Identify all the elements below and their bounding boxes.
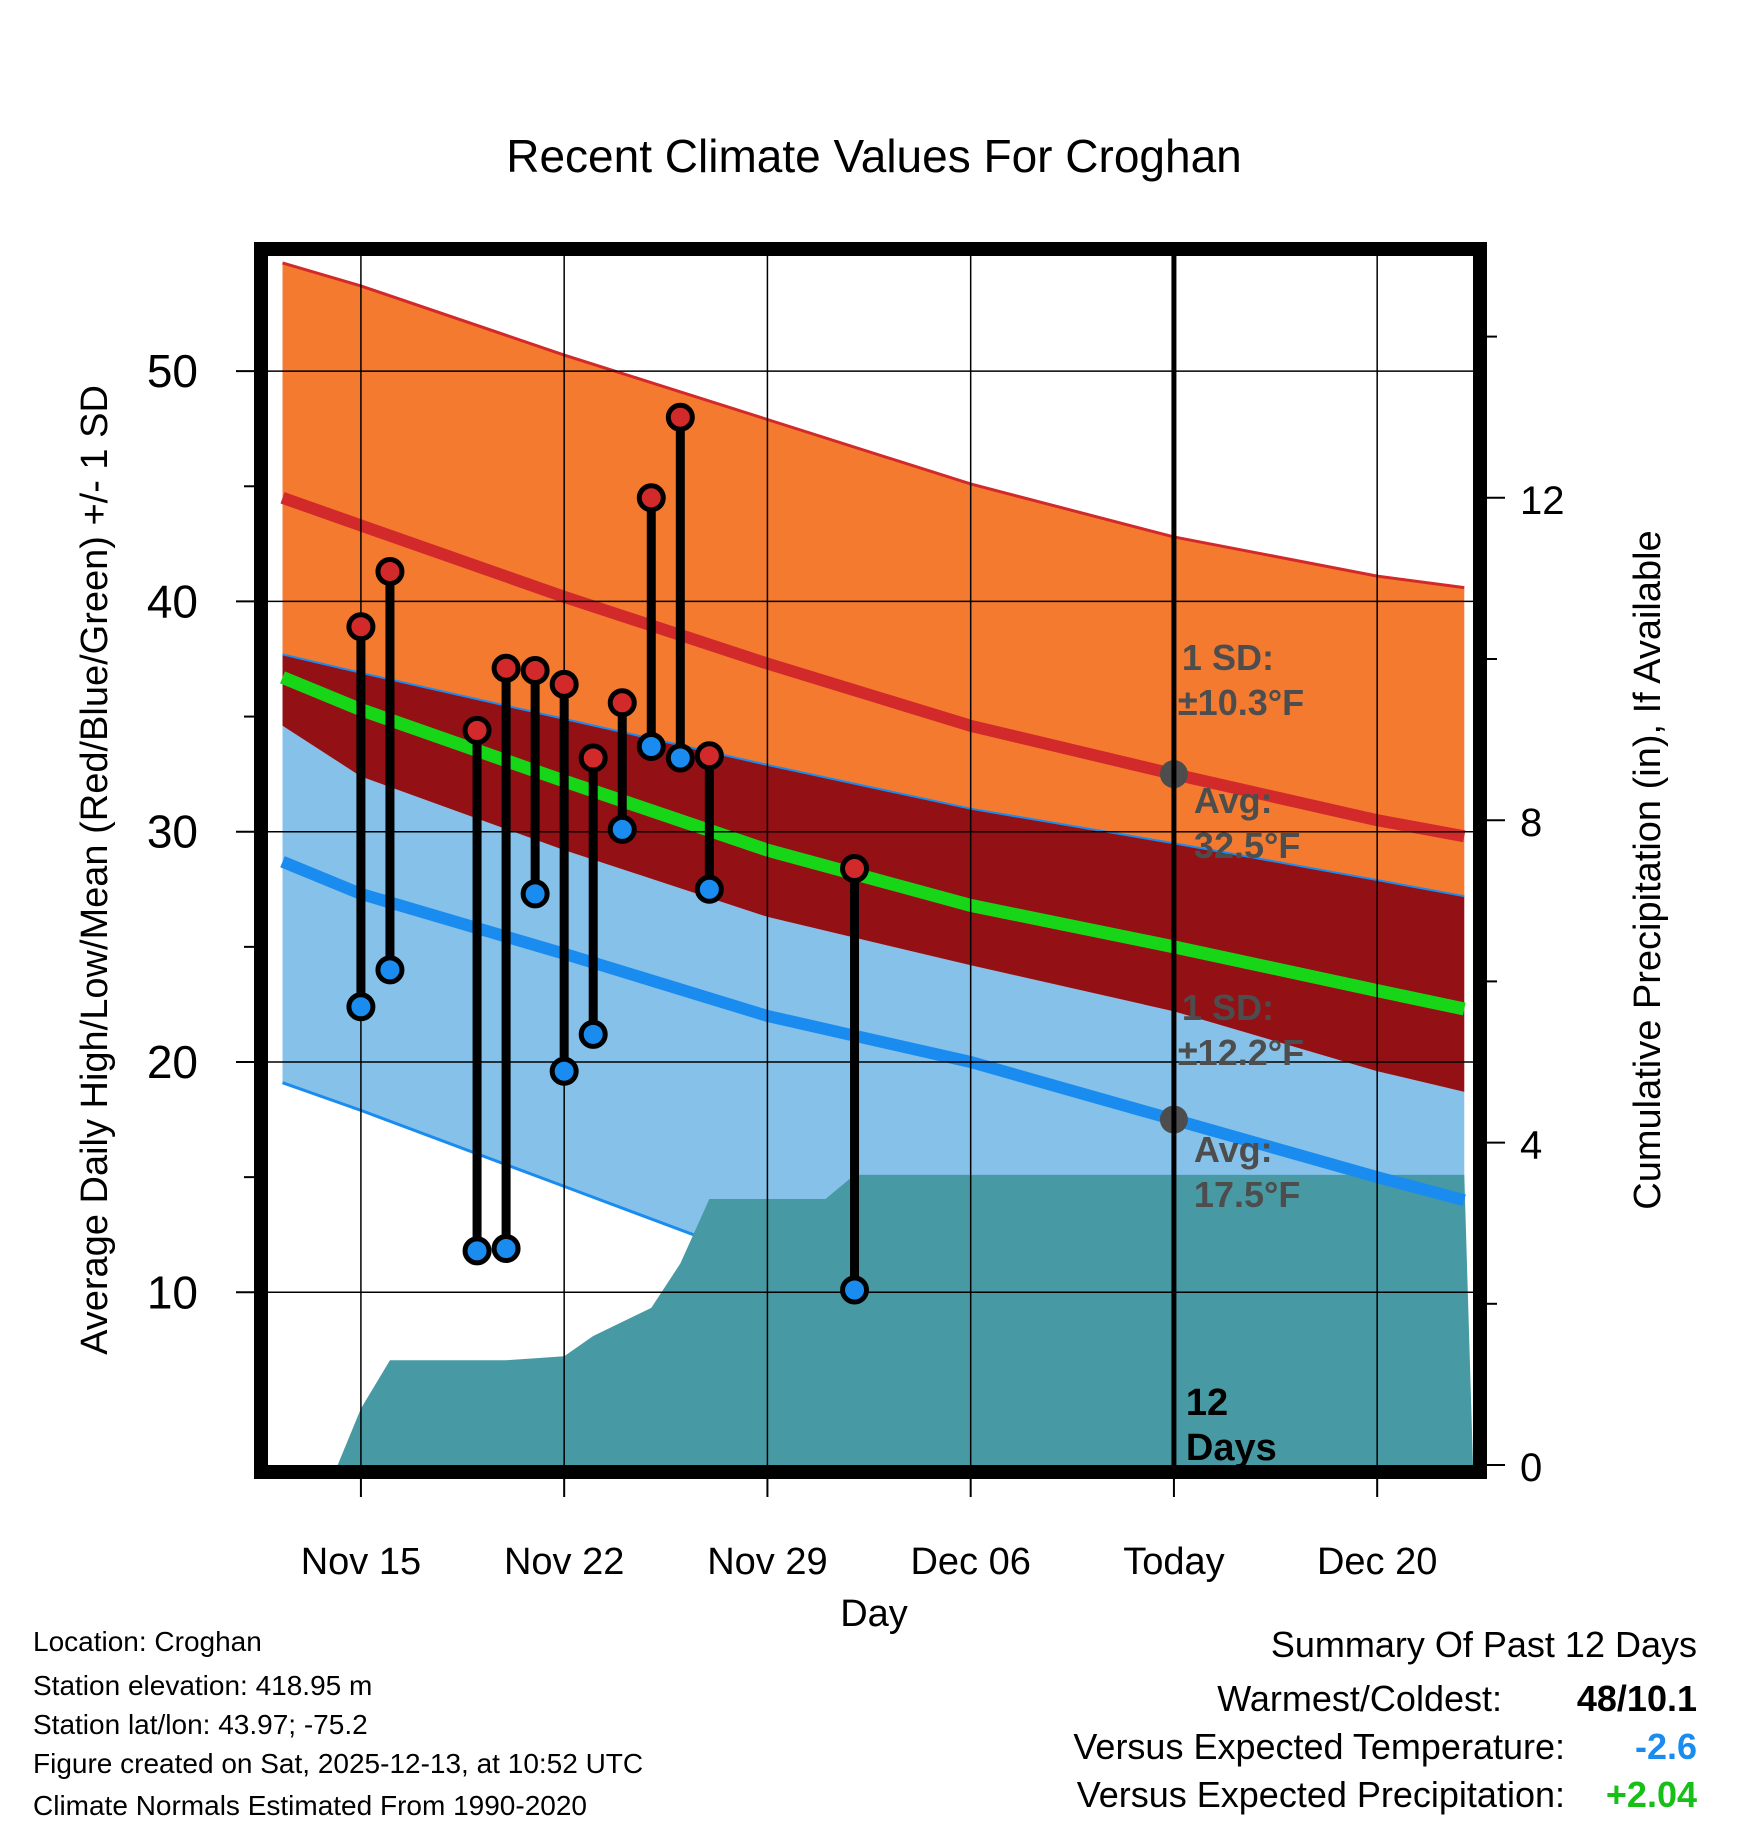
obs-high-point — [375, 556, 405, 586]
info-normals: Climate Normals Estimated From 1990-2020 — [33, 1790, 587, 1821]
obs-low-point — [636, 732, 666, 762]
normal-low-line — [280, 856, 1466, 1206]
obs-high-point — [578, 743, 608, 773]
obs-low-point — [375, 955, 405, 985]
obs-high-point — [840, 854, 870, 884]
obs-high-point — [549, 669, 579, 699]
y2-tick-label: 0 — [1520, 1446, 1542, 1490]
x-tick-label: Nov 29 — [707, 1541, 827, 1583]
summary-warmest-value: 48/10.1 — [1576, 1678, 1697, 1719]
y2-tick-label: 8 — [1520, 801, 1542, 845]
y-tick-label: 10 — [147, 1266, 198, 1318]
info-elevation: Station elevation: 418.95 m — [33, 1670, 373, 1701]
high-avg-value: 32.5°F — [1194, 825, 1300, 866]
obs-low-point — [840, 1275, 870, 1305]
obs-low-point — [694, 874, 724, 904]
high-sd-band — [282, 262, 1465, 897]
y-axis-label: Average Daily High/Low/Mean (Red/Blue/Gr… — [74, 385, 116, 1355]
obs-high-point — [462, 715, 492, 745]
obs-low-point — [346, 992, 376, 1022]
obs-high-point — [346, 612, 376, 642]
normal-mean-line — [280, 671, 1466, 1016]
obs-high-point — [665, 402, 695, 432]
obs-high-point — [636, 483, 666, 513]
x-tick-label: Nov 15 — [301, 1541, 421, 1583]
obs-low-point — [578, 1019, 608, 1049]
high-sd-value: ±10.3°F — [1178, 682, 1304, 723]
obs-high-point — [491, 653, 521, 683]
low-avg-label: Avg: — [1194, 1129, 1273, 1170]
x-tick-label: Dec 06 — [910, 1541, 1030, 1583]
chart-title: Recent Climate Values For Croghan — [506, 130, 1241, 182]
x-tick-label: Nov 22 — [504, 1541, 624, 1583]
high-lower-edge — [282, 653, 1465, 898]
y-tick-label: 50 — [147, 345, 198, 397]
y2-axis-label: Cumulative Precipitation (in), If Availa… — [1627, 530, 1669, 1209]
precip-area — [337, 1174, 1473, 1465]
info-location: Location: Croghan — [33, 1626, 262, 1657]
normal-high-line — [280, 492, 1466, 843]
info-latlon: Station lat/lon: 43.97; -75.2 — [33, 1709, 368, 1740]
days-unit: Days — [1186, 1427, 1277, 1469]
summary-precip-value: +2.04 — [1605, 1774, 1697, 1815]
info-created: Figure created on Sat, 2025-12-13, at 10… — [33, 1748, 644, 1779]
summary-temp-value: -2.6 — [1634, 1726, 1697, 1767]
days-count: 12 — [1186, 1382, 1228, 1424]
high-sd-label: 1 SD: — [1182, 637, 1274, 678]
x-tick-label: Today — [1123, 1541, 1224, 1583]
x-axis-label: Day — [840, 1593, 908, 1635]
obs-high-point — [520, 656, 550, 686]
y-tick-label: 40 — [147, 575, 198, 627]
high-upper-edge — [282, 261, 1465, 590]
high-avg-label: Avg: — [1194, 780, 1273, 821]
obs-low-point — [549, 1056, 579, 1086]
obs-low-point — [520, 879, 550, 909]
plot-content — [268, 256, 1473, 1465]
low-sd-value: ±12.2°F — [1178, 1032, 1304, 1073]
obs-low-point — [491, 1234, 521, 1264]
obs-high-point — [694, 741, 724, 771]
summary-precip-label: Versus Expected Precipitation: — [1076, 1774, 1565, 1815]
low-sd-band — [282, 725, 1465, 1302]
y2-tick-label: 12 — [1520, 479, 1565, 523]
y-tick-label: 20 — [147, 1036, 198, 1088]
x-tick-label: Dec 20 — [1317, 1541, 1437, 1583]
plot-frame — [254, 242, 1487, 1479]
summary-warmest-label: Warmest/Coldest: — [1217, 1678, 1502, 1719]
summary-temp-label: Versus Expected Temperature: — [1073, 1726, 1565, 1767]
obs-high-point — [607, 688, 637, 718]
obs-low-point — [607, 814, 637, 844]
low-avg-value: 17.5°F — [1194, 1174, 1300, 1215]
obs-low-point — [462, 1236, 492, 1266]
obs-low-point — [665, 743, 695, 773]
y-tick-label: 30 — [147, 806, 198, 858]
low-sd-label: 1 SD: — [1182, 987, 1274, 1028]
summary-title: Summary Of Past 12 Days — [1270, 1624, 1697, 1665]
y2-tick-label: 4 — [1520, 1124, 1542, 1168]
